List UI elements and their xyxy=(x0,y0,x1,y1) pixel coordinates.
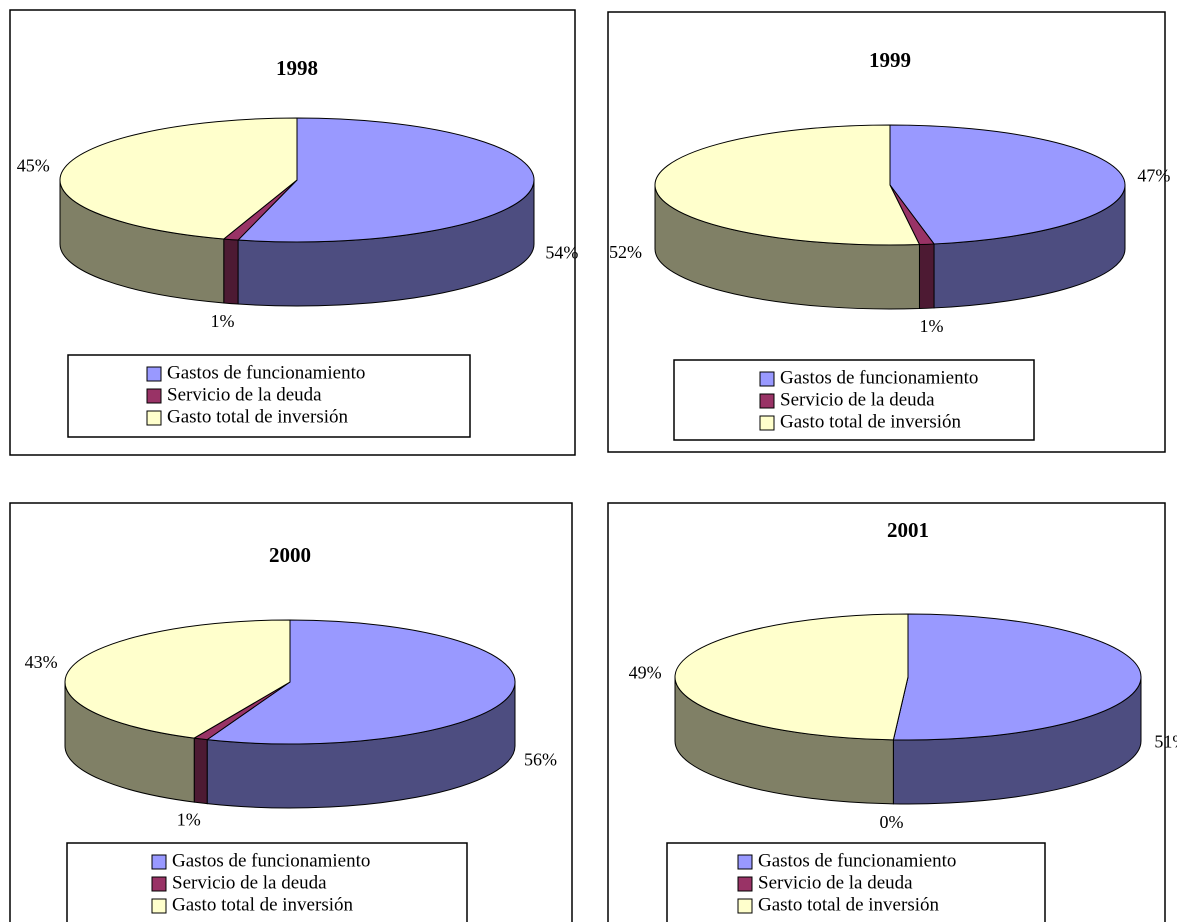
value-label: 56% xyxy=(524,749,557,769)
pie-side xyxy=(193,737,208,805)
chart-title: 1999 xyxy=(869,48,911,72)
pie-slice xyxy=(205,619,516,745)
legend-label: Gastos de funcionamiento xyxy=(167,362,365,383)
legend-swatch xyxy=(151,876,167,892)
legend-swatch xyxy=(151,898,167,914)
value-label: 49% xyxy=(629,663,662,683)
legend-label: Gasto total de inversión xyxy=(780,411,961,432)
pie-slice xyxy=(892,613,1142,741)
legend-box xyxy=(666,842,1046,922)
legend-label: Gasto total de inversión xyxy=(172,894,353,915)
chart-title: 1998 xyxy=(276,56,318,80)
legend-swatch xyxy=(737,854,753,870)
chart-title: 2000 xyxy=(269,543,311,567)
legend-swatch xyxy=(146,410,162,426)
value-label: 51% xyxy=(1154,732,1177,752)
legend-label: Servicio de la deuda xyxy=(780,389,935,410)
value-label: 43% xyxy=(25,652,58,672)
value-label: 0% xyxy=(879,812,903,832)
legend-swatch xyxy=(737,876,753,892)
value-label: 52% xyxy=(609,242,642,262)
pie-slice xyxy=(64,619,291,739)
legend-swatch xyxy=(146,388,162,404)
pie-slice xyxy=(236,117,535,243)
pie-slice xyxy=(654,124,921,246)
value-label: 1% xyxy=(211,311,235,331)
legend-box xyxy=(66,842,468,922)
legend-label: Gastos de funcionamiento xyxy=(780,367,978,388)
legend-label: Servicio de la deuda xyxy=(758,872,913,893)
legend-label: Gasto total de inversión xyxy=(758,894,939,915)
pie-slice xyxy=(59,117,298,240)
value-label: 1% xyxy=(177,809,201,829)
legend-swatch xyxy=(759,371,775,387)
value-label: 1% xyxy=(919,316,943,336)
legend-swatch xyxy=(759,415,775,431)
legend-swatch xyxy=(146,366,162,382)
legend-label: Gastos de funcionamiento xyxy=(758,850,956,871)
pie-slice xyxy=(889,124,1126,245)
pie-slice xyxy=(674,613,909,741)
legend-label: Gastos de funcionamiento xyxy=(172,850,370,871)
value-label: 45% xyxy=(17,155,50,175)
legend-label: Servicio de la deuda xyxy=(172,872,327,893)
legend-label: Servicio de la deuda xyxy=(167,384,322,405)
value-label: 47% xyxy=(1137,166,1170,186)
legend-swatch xyxy=(737,898,753,914)
legend-swatch xyxy=(151,854,167,870)
legend-box xyxy=(673,359,1035,441)
legend-label: Gasto total de inversión xyxy=(167,406,348,427)
legend-swatch xyxy=(759,393,775,409)
value-label: 54% xyxy=(545,242,578,262)
legend-box xyxy=(67,354,471,438)
pie-side xyxy=(918,243,935,310)
chart-title: 2001 xyxy=(887,518,929,542)
pie-side xyxy=(223,238,239,305)
